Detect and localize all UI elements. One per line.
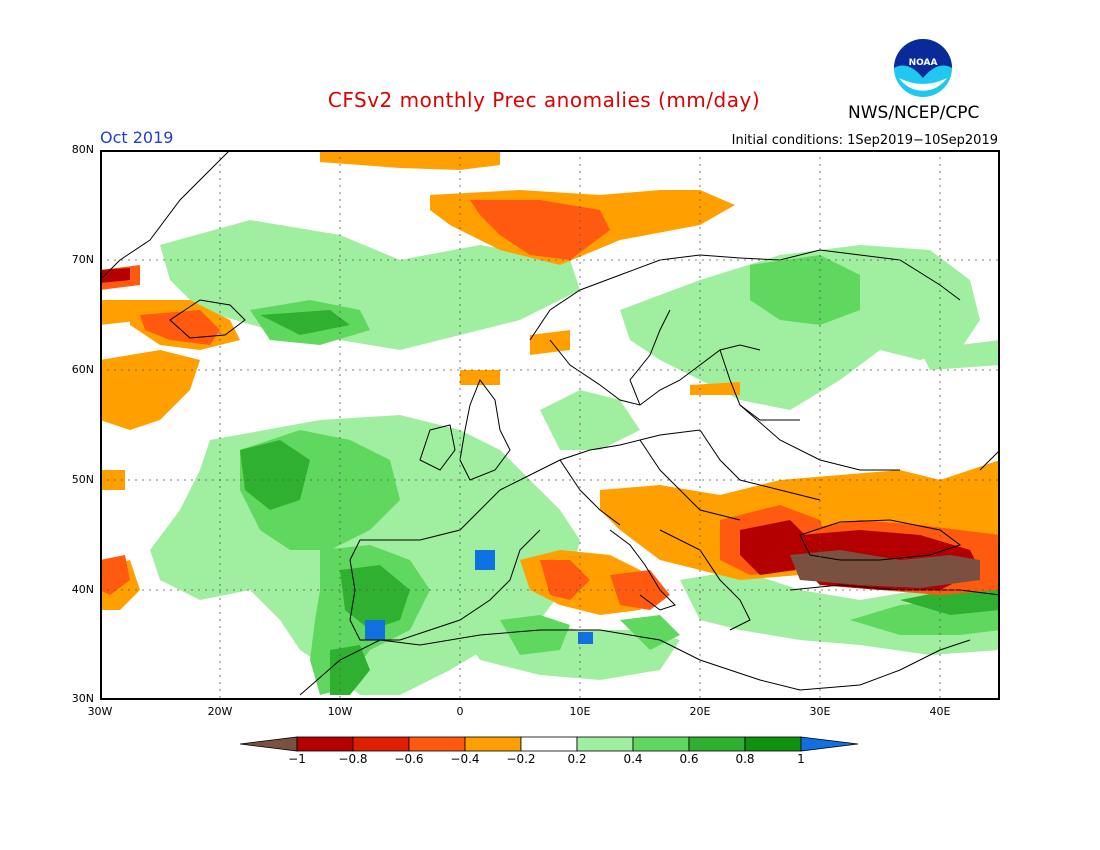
initial-conditions: Initial conditions: 1Sep2019−10Sep2019 bbox=[731, 133, 998, 148]
colorbar-cell bbox=[296, 736, 354, 752]
noaa-logo-text: NOAA bbox=[909, 58, 938, 68]
colorbar-cell bbox=[632, 736, 690, 752]
colorbar-label: 0.2 bbox=[567, 752, 587, 766]
colorbar-label: −0.4 bbox=[450, 752, 480, 766]
colorbar-label: 0.4 bbox=[623, 752, 643, 766]
colorbar bbox=[240, 736, 859, 752]
colorbar-cell bbox=[744, 736, 802, 752]
colorbar-cell bbox=[408, 736, 466, 752]
colorbar-cell bbox=[576, 736, 634, 752]
colorbar-label: 0.6 bbox=[679, 752, 699, 766]
lat-label: 30N bbox=[71, 692, 94, 705]
colorbar-label: −0.6 bbox=[394, 752, 424, 766]
lat-label: 50N bbox=[71, 473, 94, 486]
colorbar-label: 0.8 bbox=[735, 752, 755, 766]
colorbar-label: 1 bbox=[797, 752, 805, 766]
forecast-period: Oct 2019 bbox=[100, 128, 174, 147]
lon-label: 30W bbox=[87, 705, 113, 718]
lat-label: 80N bbox=[71, 143, 94, 156]
lon-label: 0 bbox=[456, 705, 464, 718]
lon-label: 40E bbox=[929, 705, 951, 718]
colorbar-cell bbox=[240, 736, 298, 752]
colorbar-cell bbox=[800, 736, 859, 752]
colorbar-label: −0.2 bbox=[506, 752, 536, 766]
lon-label: 30E bbox=[809, 705, 831, 718]
lon-label: 10W bbox=[327, 705, 353, 718]
colorbar-label: −1 bbox=[288, 752, 306, 766]
colorbar-label: −0.8 bbox=[338, 752, 368, 766]
noaa-logo: NOAA bbox=[894, 39, 952, 97]
lat-label: 40N bbox=[71, 583, 94, 596]
lat-label: 60N bbox=[71, 363, 94, 376]
map-frame bbox=[100, 150, 1000, 700]
chart-title: CFSv2 monthly Prec anomalies (mm/day) bbox=[327, 88, 761, 112]
organization-label: NWS/NCEP/CPC bbox=[848, 103, 980, 123]
lon-label: 20E bbox=[689, 705, 711, 718]
colorbar-cell bbox=[520, 736, 578, 752]
lon-label: 20W bbox=[207, 705, 233, 718]
colorbar-cell bbox=[464, 736, 522, 752]
colorbar-cell bbox=[688, 736, 746, 752]
gridlines bbox=[100, 150, 1000, 700]
lon-label: 10E bbox=[569, 705, 591, 718]
anomaly-map bbox=[100, 150, 1000, 700]
lat-label: 70N bbox=[71, 253, 94, 266]
colorbar-cell bbox=[352, 736, 410, 752]
